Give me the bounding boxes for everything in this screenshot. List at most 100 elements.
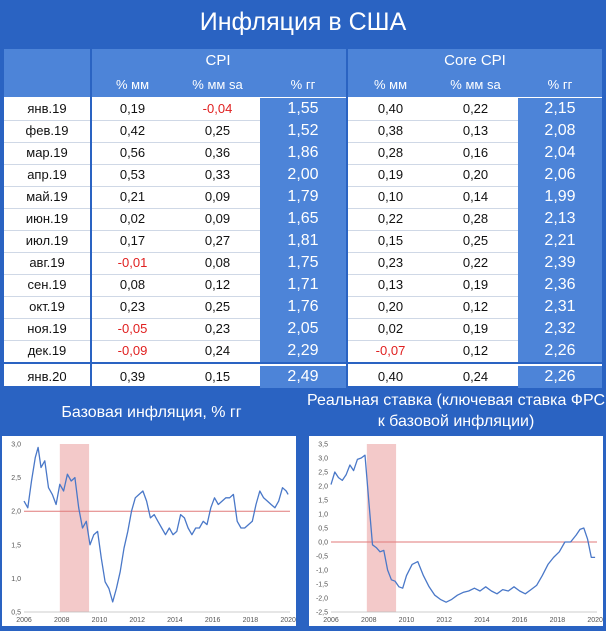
core-inflation-x-tick-label: 2010	[92, 617, 108, 624]
cell-month: апр.19	[27, 167, 67, 182]
cell-core-mm-sa: 0,16	[462, 145, 489, 160]
core-inflation-chart: 0,5 1,0 1,5 2,0 2,5 3,0 2006 2008 2010 2012 2014 20…	[2, 436, 296, 626]
cell-core-yy: 2,36	[518, 274, 602, 296]
core-inflation-x-tick-label: 2018	[243, 617, 259, 624]
core-inflation-x-tick-label: 2014	[167, 617, 183, 624]
cell-cpi-mm: 0,39	[119, 369, 146, 384]
cell-month: янв.19	[27, 101, 67, 116]
real-rate-y-tick-label: -2,5	[316, 610, 328, 617]
cell-core-mm: 0,22	[377, 211, 404, 226]
row-divider	[4, 362, 602, 364]
cell-core-mm: 0,13	[377, 277, 404, 292]
cell-cpi-mm-sa: 0,23	[204, 321, 231, 336]
table-row: май.19 0,21 0,09 1,79 0,10 0,14 1,99	[4, 186, 602, 208]
sub-header-core-yy: % гг	[518, 73, 602, 97]
cell-cpi-yy: 2,29	[260, 340, 346, 362]
column-divider	[90, 49, 92, 386]
cell-cpi-yy: 1,86	[260, 142, 346, 164]
cell-cpi-mm: 0,02	[119, 211, 146, 226]
real-rate-y-tick-label: 2,5	[318, 470, 328, 477]
core-inflation-chart-svg: 0,5 1,0 1,5 2,0 2,5 3,0 2006 2008 2010 2012 2014 20…	[11, 442, 296, 625]
core-inflation-y-tick-label: 2,5	[11, 475, 21, 482]
real-rate-y-tick-label: -0,5	[316, 554, 328, 561]
cell-core-mm-sa: 0,14	[462, 189, 489, 204]
cell-cpi-mm: 0,53	[119, 167, 146, 182]
sub-header-row: % мм% мм sa% гг% мм% мм sa% гг	[4, 73, 602, 97]
cell-core-yy: 2,31	[518, 296, 602, 318]
cell-cpi-mm: 0,56	[119, 145, 146, 160]
cell-cpi-yy: 1,76	[260, 296, 346, 318]
real-rate-x-tick-label: 2008	[361, 617, 377, 624]
group-header-row: CPI Core CPI	[4, 49, 602, 73]
cell-month: май.19	[26, 189, 68, 204]
real-rate-chart-title: Реальная ставка (ключевая ставка ФРС к б…	[306, 392, 606, 430]
cell-cpi-yy: 2,49	[260, 366, 346, 388]
cell-cpi-yy: 1,65	[260, 208, 346, 230]
cell-cpi-yy: 1,79	[260, 186, 346, 208]
core-inflation-x-tick-label: 2012	[129, 617, 145, 624]
sub-header-core-mm: % мм	[348, 73, 433, 97]
sub-header-core-mm-sa: % мм sa	[433, 73, 518, 97]
cell-core-mm-sa: 0,13	[462, 123, 489, 138]
real-rate-chart: -2,5 -2,0 -1,5 -1,0 -0,5 0,0 0,5 1,0 1,5 2,0 2,5 3,…	[309, 436, 603, 626]
cell-core-mm: 0,40	[377, 369, 404, 384]
cell-month: мар.19	[26, 145, 68, 160]
core-inflation-y-tick-label: 2,0	[11, 509, 21, 516]
cell-core-mm: 0,28	[377, 145, 404, 160]
cell-cpi-mm-sa: 0,08	[204, 255, 231, 270]
cell-core-yy: 2,32	[518, 318, 602, 340]
real-rate-chart-svg: -2,5 -2,0 -1,5 -1,0 -0,5 0,0 0,5 1,0 1,5 2,0 2,5 3,…	[316, 442, 603, 625]
sub-header-cpi-mm: % мм	[90, 73, 175, 97]
cell-cpi-mm: 0,08	[119, 277, 146, 292]
real-rate-series-line	[330, 454, 596, 603]
cell-cpi-yy: 1,81	[260, 230, 346, 252]
real-rate-y-tick-label: 0,0	[318, 540, 328, 547]
cell-cpi-mm: 0,23	[119, 299, 146, 314]
cell-core-mm: 0,10	[377, 189, 404, 204]
cell-core-yy: 2,15	[518, 98, 602, 120]
core-inflation-series-line	[23, 446, 289, 603]
cell-cpi-yy: 1,71	[260, 274, 346, 296]
cell-month: янв.20	[27, 369, 67, 384]
cell-core-mm-sa: 0,22	[462, 101, 489, 116]
cell-cpi-mm: 0,19	[119, 101, 146, 116]
cell-core-mm-sa: 0,24	[462, 369, 489, 384]
group-header-cpi: CPI	[90, 49, 346, 73]
table-row: янв.19 0,19 -0,04 1,55 0,40 0,22 2,15	[4, 98, 602, 120]
cell-month: авг.19	[29, 255, 65, 270]
real-rate-y-tick-label: 1,0	[318, 512, 328, 519]
core-inflation-y-tick-label: 3,0	[11, 442, 21, 449]
cell-cpi-mm-sa: 0,12	[204, 277, 231, 292]
cell-core-yy: 1,99	[518, 186, 602, 208]
core-inflation-x-tick-label: 2008	[54, 617, 70, 624]
cell-core-yy: 2,26	[518, 340, 602, 362]
real-rate-x-tick-label: 2006	[323, 617, 339, 624]
table-row: дек.19 -0,09 0,24 2,29 -0,07 0,12 2,26	[4, 340, 602, 362]
table-row: окт.19 0,23 0,25 1,76 0,20 0,12 2,31	[4, 296, 602, 318]
cell-cpi-mm: -0,09	[117, 343, 148, 358]
cell-cpi-mm: 0,17	[119, 233, 146, 248]
core-inflation-x-tick-label: 2016	[205, 617, 221, 624]
table-row: июн.19 0,02 0,09 1,65 0,22 0,28 2,13	[4, 208, 602, 230]
cell-core-yy: 2,13	[518, 208, 602, 230]
page-title: Инфляция в США	[199, 8, 407, 36]
cell-cpi-mm-sa: 0,33	[204, 167, 231, 182]
group-header-blank	[4, 49, 90, 73]
cell-cpi-mm-sa: 0,15	[204, 369, 231, 384]
cell-core-yy: 2,08	[518, 120, 602, 142]
cell-month: июн.19	[25, 211, 69, 226]
cell-cpi-yy: 2,05	[260, 318, 346, 340]
cell-core-mm-sa: 0,12	[462, 343, 489, 358]
real-rate-y-tick-label: 2,0	[318, 484, 328, 491]
cell-cpi-mm: 0,42	[119, 123, 146, 138]
real-rate-x-tick-label: 2012	[436, 617, 452, 624]
real-rate-y-tick-label: 1,5	[318, 498, 328, 505]
cell-core-mm-sa: 0,19	[462, 277, 489, 292]
column-divider	[346, 49, 348, 386]
cell-cpi-mm-sa: 0,25	[204, 299, 231, 314]
cell-core-yy: 2,26	[518, 366, 602, 388]
table-row: янв.20 0,39 0,15 2,49 0,40 0,24 2,26	[4, 366, 602, 388]
cell-core-mm-sa: 0,19	[462, 321, 489, 336]
sub-header-cpi-yy: % гг	[260, 73, 346, 97]
core-inflation-y-tick-label: 1,5	[11, 542, 21, 549]
